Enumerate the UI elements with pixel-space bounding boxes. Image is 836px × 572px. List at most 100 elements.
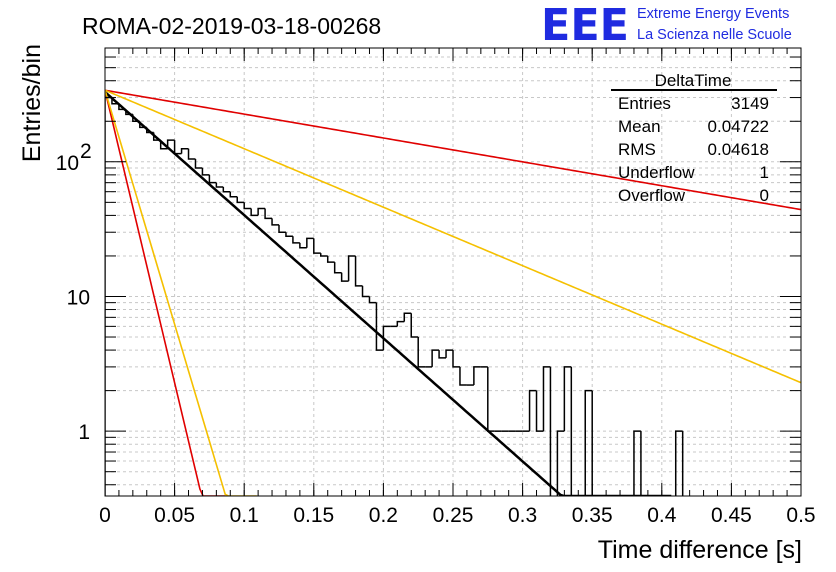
histogram-bin <box>354 255 363 287</box>
x-tick-label: 0.4 <box>647 504 677 527</box>
stats-label-entries: Entries <box>618 94 671 113</box>
histogram-bin <box>194 158 203 169</box>
histogram-bin <box>105 96 112 496</box>
histogram-bin <box>570 366 573 496</box>
x-tick-label: 0.5 <box>786 504 815 527</box>
fit-curves <box>105 89 801 496</box>
histogram-bin <box>340 272 349 282</box>
histogram-bin <box>243 202 252 210</box>
histogram-bin <box>146 127 154 134</box>
histogram-bin <box>633 430 641 496</box>
histogram-bin <box>487 366 495 432</box>
histogram-bin <box>396 320 405 327</box>
x-tick-label: 0.35 <box>572 504 613 527</box>
histogram-bin <box>201 167 210 176</box>
histogram-bin <box>285 232 293 238</box>
histogram-bin <box>410 313 419 338</box>
histogram-bin <box>292 236 300 244</box>
histogram-bin <box>452 350 460 368</box>
x-tick-label: 0.2 <box>369 504 398 527</box>
x-tick-labels: 0 0.05 0.1 0.15 0.2 0.25 0.3 0.35 0.4 0.45 0.5 <box>99 504 815 527</box>
histogram-bin <box>118 103 126 111</box>
y-tick-label-exponent: 2 <box>80 140 92 163</box>
histogram-bin <box>320 253 328 257</box>
histogram-bin <box>152 132 161 141</box>
histogram-bin <box>264 208 273 220</box>
y-axis-title: Entries/bin <box>18 44 46 162</box>
histogram-bin <box>681 431 684 496</box>
histogram-bin <box>271 218 279 226</box>
histogram-bin <box>215 182 224 188</box>
x-tick-label: 0.3 <box>508 504 537 527</box>
stats-label-rms: RMS <box>618 140 656 159</box>
x-tick-label: 0.45 <box>711 504 752 527</box>
histogram-bin <box>313 238 321 254</box>
histogram-bin <box>173 140 182 155</box>
histogram-bin <box>361 285 370 298</box>
histogram-bin <box>139 121 147 129</box>
stats-value-underflow: 1 <box>760 163 769 182</box>
histogram-bin <box>333 262 342 274</box>
eee-logo-line1: Extreme Energy Events <box>637 6 789 22</box>
stats-box-title: DeltaTime <box>655 71 732 90</box>
histogram-bin <box>132 114 140 123</box>
curve-fit <box>105 91 672 496</box>
stats-value-mean: 0.04722 <box>708 117 769 136</box>
histogram-bin <box>431 349 440 367</box>
stats-box: DeltaTime Entries 3149 Mean 0.04722 RMS … <box>611 71 777 205</box>
histogram-bin <box>306 237 314 248</box>
curve-yellow-slow <box>105 89 801 384</box>
stats-label-mean: Mean <box>618 117 661 136</box>
histogram-bin <box>187 148 196 160</box>
axis-ticks <box>104 48 802 496</box>
histogram-bin <box>584 389 593 496</box>
x-tick-label: 0.25 <box>433 504 474 527</box>
histogram-bin <box>549 366 552 496</box>
eee-logo-line2: La Scienza nelle Scuole <box>637 27 792 43</box>
y-tick-label: 10 <box>67 286 90 309</box>
y-tick-label: 1 <box>78 421 90 444</box>
histogram-bin <box>640 431 642 496</box>
stats-value-rms: 0.04618 <box>708 140 769 159</box>
eee-logo-mark: EEE <box>541 0 629 51</box>
histogram-bin <box>250 208 259 217</box>
stats-value-overflow: 0 <box>760 186 769 205</box>
histogram-bin <box>563 366 572 432</box>
histogram-bin <box>299 242 307 249</box>
histogram-bin <box>535 390 544 432</box>
stats-label-underflow: Underflow <box>618 163 695 182</box>
curve-red-fast <box>105 90 226 496</box>
histogram-bin <box>445 349 453 358</box>
grid-lines <box>105 48 801 496</box>
histogram-bin <box>459 366 467 386</box>
histogram-bin <box>438 350 447 359</box>
histogram-bin <box>375 302 384 351</box>
histogram-bin <box>236 196 245 204</box>
histogram-bin <box>528 389 537 432</box>
curve-red-slow <box>105 89 801 211</box>
stats-value-entries: 3149 <box>731 94 769 113</box>
histogram-bin <box>166 139 175 149</box>
y-tick-label: 10 <box>56 152 79 175</box>
x-tick-label: 0 <box>99 504 111 527</box>
histogram-bin <box>125 109 133 116</box>
histogram-bin <box>556 430 565 496</box>
histogram-bin <box>208 174 217 184</box>
histogram-bin <box>159 140 168 150</box>
histogram-bin <box>229 191 238 198</box>
histogram-bin <box>278 224 286 233</box>
histogram-bin <box>326 255 335 263</box>
histogram-bin <box>403 312 412 322</box>
x-tick-label: 0.1 <box>230 504 259 527</box>
histogram-bin <box>180 148 189 154</box>
curve-yellow-fast <box>105 90 257 496</box>
histogram-bin <box>257 207 266 216</box>
histogram-bin <box>591 390 593 496</box>
eee-logo: EEE Extreme Energy Events La Scienza nel… <box>541 0 792 51</box>
histogram-bin <box>111 97 119 105</box>
histogram-bin <box>542 366 551 432</box>
x-tick-label: 0.05 <box>154 504 195 527</box>
histogram-bin <box>473 366 481 386</box>
